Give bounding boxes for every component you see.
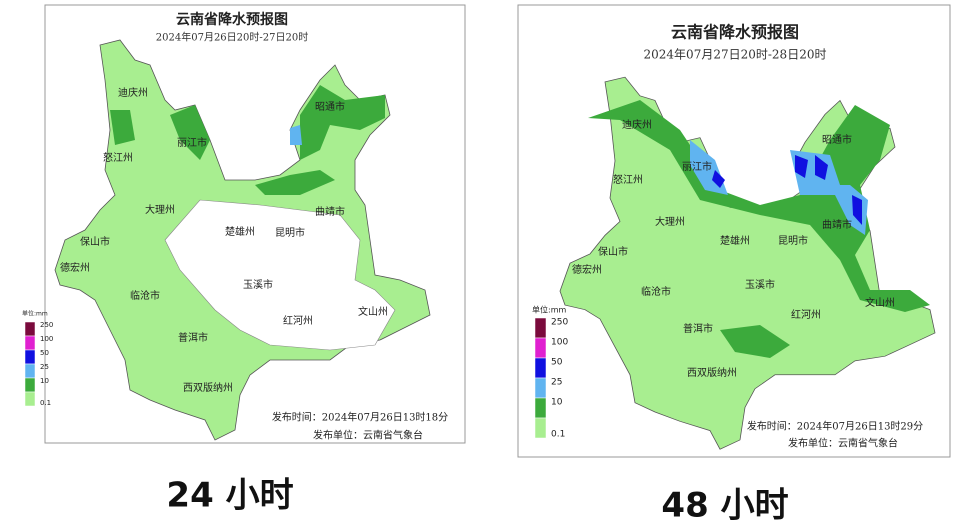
legend-swatch xyxy=(534,377,547,399)
city-label: 普洱市 xyxy=(683,322,713,335)
legend-swatch xyxy=(534,337,547,359)
city-label: 大理州 xyxy=(145,203,175,216)
legend-swatch xyxy=(24,335,36,351)
city-label: 曲靖市 xyxy=(315,205,345,218)
city-label: 曲靖市 xyxy=(822,218,852,231)
legend-label: 100 xyxy=(551,338,568,348)
legend-swatch xyxy=(24,321,36,337)
city-label: 丽江市 xyxy=(177,136,207,149)
city-label: 西双版纳州 xyxy=(183,381,233,394)
map-subtitle: 2024年07月26日20时-27日20时 xyxy=(156,31,308,44)
legend-swatch xyxy=(24,391,36,407)
city-label: 西双版纳州 xyxy=(687,366,737,379)
city-label: 保山市 xyxy=(80,235,110,248)
issue-time: 发布时间：2024年07月26日13时29分 xyxy=(747,420,923,433)
city-label: 丽江市 xyxy=(682,160,712,173)
legend-label: 250 xyxy=(40,321,53,329)
legend-swatch xyxy=(24,377,36,393)
legend-label: 25 xyxy=(40,363,49,371)
legend-swatch xyxy=(534,417,547,439)
city-label: 文山州 xyxy=(865,296,895,309)
legend-label: 10 xyxy=(40,377,49,385)
issuer: 发布单位：云南省气象台 xyxy=(313,429,423,442)
legend-swatch xyxy=(534,317,547,339)
city-label: 楚雄州 xyxy=(225,225,255,238)
legend-unit: 单位:mm xyxy=(22,310,48,318)
caption: 24 小时 xyxy=(166,476,293,516)
city-label: 玉溪市 xyxy=(243,278,273,291)
city-label: 德宏州 xyxy=(572,263,602,276)
city-label: 怒江州 xyxy=(613,173,643,186)
city-label: 迪庆州 xyxy=(622,118,652,131)
legend-label: 50 xyxy=(40,349,49,357)
city-label: 玉溪市 xyxy=(745,278,775,291)
city-label: 昆明市 xyxy=(275,226,305,239)
legend-unit: 单位:mm xyxy=(532,305,566,315)
map-title: 云南省降水预报图 xyxy=(671,23,799,42)
issue-time: 发布时间：2024年07月26日13时18分 xyxy=(272,411,448,424)
city-label: 怒江州 xyxy=(103,151,133,164)
city-label: 普洱市 xyxy=(178,331,208,344)
city-label: 临沧市 xyxy=(641,285,671,298)
caption: 48 小时 xyxy=(661,486,788,526)
city-label: 迪庆州 xyxy=(118,86,148,99)
legend-label: 100 xyxy=(40,335,53,343)
legend-swatch xyxy=(24,349,36,365)
map-subtitle: 2024年07月27日20时-28日20时 xyxy=(644,48,827,62)
city-label: 红河州 xyxy=(283,314,313,327)
city-label: 红河州 xyxy=(791,308,821,321)
legend-label: 50 xyxy=(551,358,563,368)
city-label: 昭通市 xyxy=(822,133,852,146)
city-label: 保山市 xyxy=(598,245,628,258)
legend-swatch xyxy=(534,397,547,419)
city-label: 昭通市 xyxy=(315,100,345,113)
legend-label: 0.1 xyxy=(40,399,51,407)
issuer: 发布单位：云南省气象台 xyxy=(788,437,898,450)
city-label: 昆明市 xyxy=(778,234,808,247)
map xyxy=(54,39,431,441)
city-label: 临沧市 xyxy=(130,289,160,302)
legend-swatch xyxy=(24,363,36,379)
city-label: 文山州 xyxy=(358,305,388,318)
city-label: 楚雄州 xyxy=(720,234,750,247)
city-label: 德宏州 xyxy=(60,261,90,274)
legend-label: 25 xyxy=(551,378,562,388)
map xyxy=(559,76,936,450)
legend-swatch xyxy=(534,357,547,379)
city-label: 大理州 xyxy=(655,215,685,228)
map-title: 云南省降水预报图 xyxy=(176,11,288,28)
legend-label: 10 xyxy=(551,398,563,408)
legend-label: 250 xyxy=(551,318,568,328)
legend-label: 0.1 xyxy=(551,430,565,440)
